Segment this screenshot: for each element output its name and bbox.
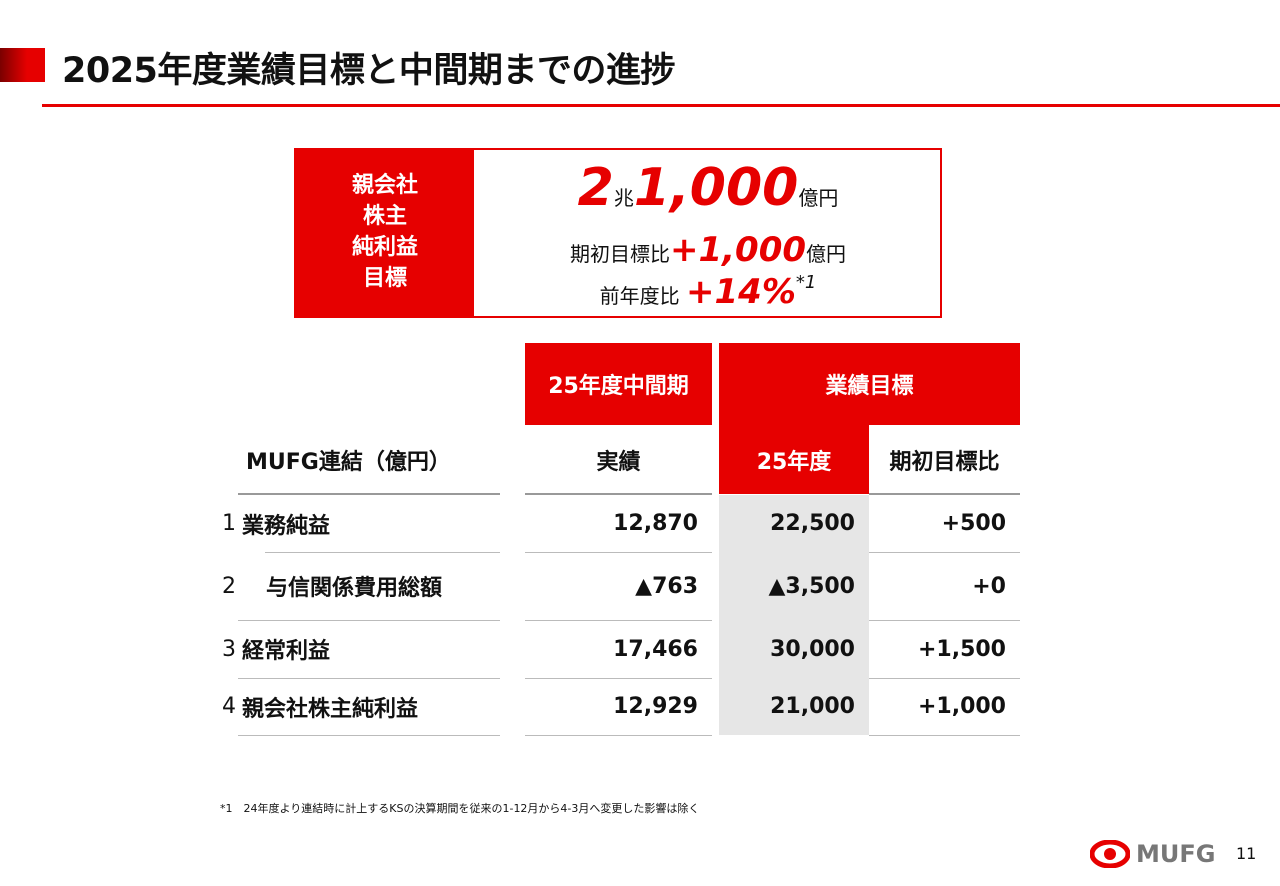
vs-initial-unit: 億円: [806, 242, 847, 266]
row-divider: [238, 620, 500, 621]
vs-initial-value: +1,000: [669, 230, 807, 270]
target-label-line: 株主: [362, 204, 407, 229]
row-actual: 12,929: [613, 694, 698, 719]
vs-initial-label: 期初目標比: [569, 242, 670, 266]
row-actual: 17,466: [613, 636, 698, 662]
row-divider: [265, 552, 500, 553]
row-header: MUFG連結（億円）: [246, 449, 451, 475]
col-actual: 実績: [596, 449, 641, 475]
yoy-value: +14%: [686, 272, 796, 312]
table-row-label: 4 親会社株主純利益: [222, 678, 502, 735]
row-diff: +1,500: [917, 636, 1006, 662]
yoy-note: *1: [795, 272, 817, 293]
header-target: 業績目標: [719, 343, 1020, 425]
title-divider: [42, 104, 1280, 107]
row-divider: [869, 620, 1020, 621]
row-actual: 12,870: [613, 511, 698, 536]
row-divider: [869, 735, 1020, 736]
target-label-line: 親会社: [351, 173, 418, 198]
row-diff: +1,000: [917, 694, 1006, 719]
col-vs-initial: 期初目標比: [889, 449, 1000, 475]
row-target: 21,000: [770, 694, 855, 719]
target-label: 親会社 株主 純利益 目標: [296, 150, 474, 316]
row-divider: [525, 678, 712, 679]
row-label: 親会社株主純利益: [242, 696, 419, 722]
table-row-label: 3 経常利益: [222, 620, 502, 678]
unit-oku: 億円: [798, 186, 839, 210]
title-marker: [0, 48, 45, 82]
logo-text: MUFG: [1136, 840, 1216, 868]
page-title: 2025年度業績目標と中間期までの進捗: [62, 51, 675, 91]
target-label-line: 目標: [362, 266, 407, 291]
yoy: 前年度比 +14%*1: [474, 272, 942, 312]
row-label: 与信関係費用総額: [266, 576, 443, 601]
row-diff: +0: [972, 573, 1006, 599]
page-number: 11: [1236, 844, 1257, 863]
col-fy25: 25年度: [719, 425, 869, 494]
row-target: 30,000: [770, 636, 855, 662]
target-cho: 2: [577, 158, 614, 218]
table-row-label: 1 業務純益: [222, 495, 502, 552]
row-divider: [238, 735, 500, 736]
row-target: ▲3,500: [768, 573, 855, 599]
row-index: 1: [222, 511, 236, 536]
row-diff: +500: [941, 511, 1006, 536]
target-value: 2兆1,000億円: [474, 158, 942, 218]
yoy-label: 前年度比: [599, 284, 680, 308]
target-oku: 1,000: [633, 158, 799, 218]
row-actual: ▲763: [635, 573, 698, 599]
table-row-label: 2 与信関係費用総額: [222, 552, 502, 620]
divider: [238, 493, 500, 495]
vs-initial: 期初目標比+1,000億円: [474, 230, 942, 270]
footnote: *1 24年度より連結時に計上するKSの決算期間を従来の1-12月から4-3月へ…: [220, 802, 700, 815]
mufg-logo-icon: [1090, 840, 1130, 868]
row-divider: [525, 735, 712, 736]
row-index: 2: [222, 573, 236, 599]
divider: [869, 493, 1020, 495]
row-divider: [525, 552, 712, 553]
target-label-line: 純利益: [351, 235, 418, 260]
divider: [525, 493, 712, 495]
row-label: 経常利益: [242, 639, 331, 664]
row-index: 4: [222, 694, 236, 719]
row-divider: [238, 678, 500, 679]
row-label: 業務純益: [242, 513, 331, 539]
header-interim: 25年度中間期: [525, 343, 712, 425]
target-column-bg: [719, 495, 869, 735]
row-divider: [525, 620, 712, 621]
mufg-logo: MUFG: [1090, 840, 1215, 868]
row-divider: [869, 678, 1020, 679]
target-box: 親会社 株主 純利益 目標 2兆1,000億円 期初目標比+1,000億円 前年…: [294, 148, 942, 318]
unit-cho: 兆: [613, 186, 634, 210]
row-index: 3: [222, 636, 236, 662]
row-target: 22,500: [770, 511, 855, 536]
row-divider: [869, 552, 1020, 553]
